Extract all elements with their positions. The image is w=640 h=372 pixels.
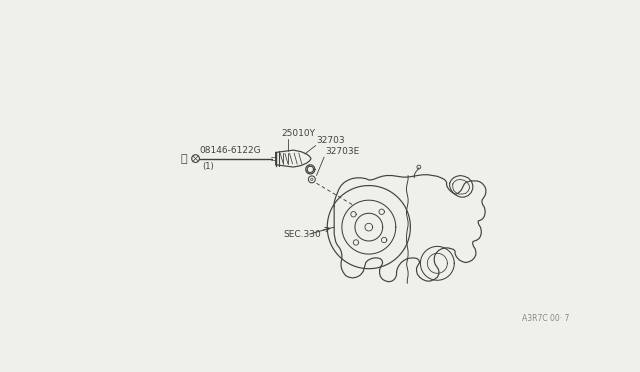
Text: A3R7C 00· 7: A3R7C 00· 7: [522, 314, 570, 323]
Text: SEC.330: SEC.330: [284, 230, 321, 238]
Text: Ⓑ: Ⓑ: [180, 154, 187, 164]
Text: 32703E: 32703E: [325, 147, 359, 156]
Text: 32703: 32703: [316, 136, 345, 145]
Text: 08146-6122G: 08146-6122G: [200, 146, 261, 155]
Text: (1): (1): [202, 162, 214, 171]
Text: 25010Y: 25010Y: [281, 129, 315, 138]
